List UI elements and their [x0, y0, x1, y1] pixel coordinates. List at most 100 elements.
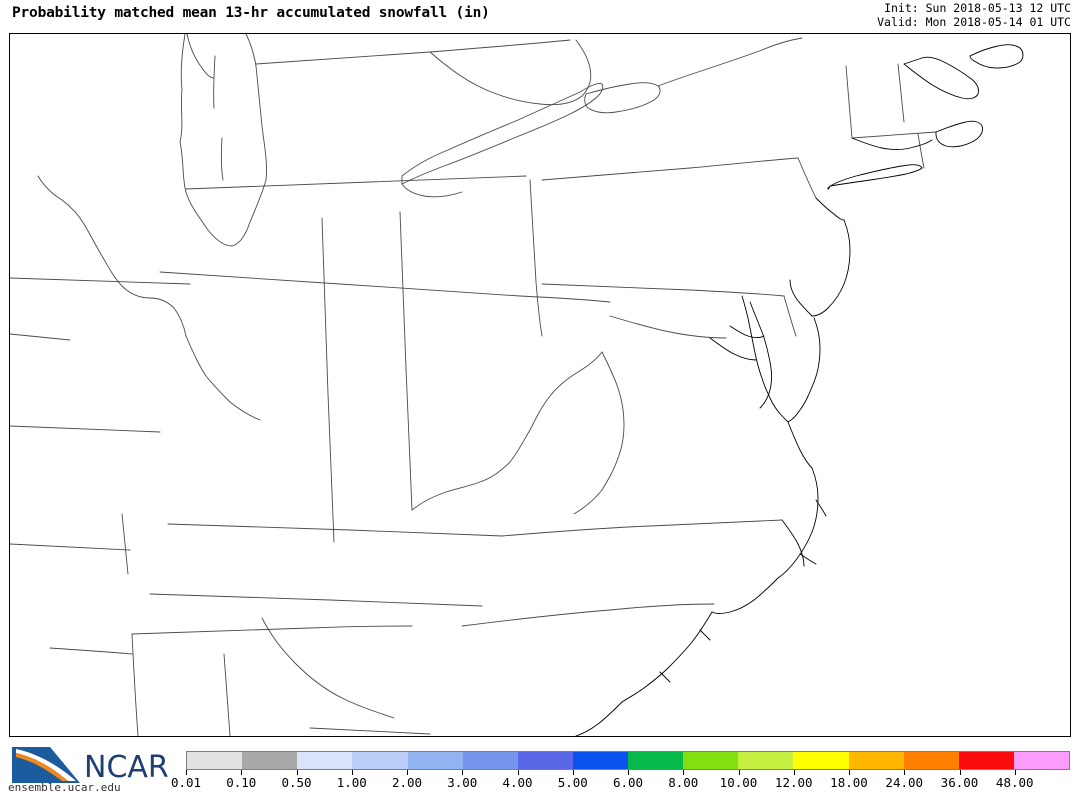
state-border-nc-sc	[461, 603, 715, 627]
colorbar-tick-label: 4.00	[502, 775, 533, 790]
state-border-la-ms	[49, 647, 133, 655]
colorbar-tick	[517, 770, 519, 775]
state-border-ma-ct	[851, 131, 937, 139]
state-border-in-oh	[399, 211, 413, 511]
colorbar-tick-label: 0.10	[226, 775, 257, 790]
coastline-ga	[575, 701, 623, 736]
colorbar-tick-label: 0.50	[281, 775, 312, 790]
logo-swoosh-white	[16, 749, 76, 781]
state-border-ny-pa	[541, 157, 799, 181]
lake-erie-south-shore	[401, 183, 463, 198]
colorbar-tick-label: 48.00	[995, 775, 1034, 790]
colorbar-swatch	[628, 752, 684, 769]
colorbar-tick	[462, 770, 464, 775]
colorbar-tick	[628, 770, 629, 775]
green-bay	[186, 34, 215, 79]
colorbar-tick-label: 12.00	[774, 775, 813, 790]
colorbar-swatch	[517, 752, 573, 769]
plot-footer: NCAR ensemble.ucar.edu 0.01 0.10 0.50 1.00 2…	[0, 737, 1080, 800]
state-border-ms-al-west	[131, 633, 139, 736]
coastline-sc	[621, 611, 713, 703]
page-title: Probability matched mean 13-hr accumulat…	[12, 5, 490, 21]
colorbar-tick	[241, 770, 243, 775]
state-border-tn-ar	[121, 513, 129, 575]
colorbar-tick-label: 1.00	[336, 775, 367, 790]
state-border-wv-va	[573, 351, 625, 515]
coastline-nc-sounds	[781, 519, 805, 567]
state-border-ga-al	[223, 653, 231, 736]
state-border-mn-wi	[37, 175, 187, 337]
state-border-tn-al-ms	[131, 625, 413, 635]
state-border-il-in	[321, 217, 335, 543]
colorbar-swatch	[958, 752, 1014, 769]
colorbar-tick-label: 0.01	[170, 775, 202, 790]
colorbar-tick-label: 6.00	[612, 775, 644, 790]
coastline-sc-islands	[699, 629, 711, 641]
colorbar-labels: 0.01 0.10 0.50 1.00 2.00 3.00 4.00 5.00 6.00 8.00…	[171, 775, 1070, 793]
state-border-vt-nh	[897, 63, 905, 123]
colorbar-swatch	[683, 752, 739, 769]
colorbar-tick-label: 36.00	[940, 775, 979, 790]
colorbar[interactable]	[186, 751, 1070, 770]
state-border-ny-vt-nh	[845, 65, 853, 139]
valid-time-label: Valid: Mon 2018-05-14 01 UTC	[877, 15, 1071, 29]
state-border-wi-il	[159, 271, 611, 303]
state-border-wv	[411, 351, 603, 511]
coastline-va-east	[787, 421, 813, 469]
colorbar-tick	[296, 770, 298, 775]
colorbar-swatch	[187, 752, 243, 769]
chesapeake-bay-inner	[749, 301, 772, 409]
colorbar-tick	[572, 770, 574, 775]
colorbar-swatch	[407, 752, 463, 769]
potomac-river	[709, 337, 757, 361]
model-run-times: Init: Sun 2018-05-13 12 UTC Valid: Mon 2…	[877, 1, 1071, 29]
coastline-new-england	[903, 56, 979, 100]
colorbar-tick	[683, 770, 685, 775]
map-panel[interactable]	[9, 33, 1071, 737]
chesapeake-bay-tributaries	[729, 325, 765, 338]
colorbar-swatch	[793, 752, 849, 769]
colorbar-ticks	[186, 770, 1070, 775]
colorbar-swatch	[297, 752, 353, 769]
state-border-ky-tn	[167, 523, 503, 537]
ncar-logo[interactable]: NCAR	[6, 743, 174, 795]
coastline-nc-south	[711, 577, 779, 614]
map-geography	[10, 34, 1024, 736]
state-border-va-md-east	[783, 295, 797, 337]
state-border-md-va-wv	[609, 315, 727, 339]
colorbar-tick-label: 18.00	[830, 775, 868, 790]
coastline-cape-cod	[935, 120, 983, 148]
colorbar-tick	[793, 770, 795, 775]
init-time-label: Init: Sun 2018-05-13 12 UTC	[884, 1, 1071, 15]
colorbar-swatch	[352, 752, 408, 769]
northern-boundary	[255, 39, 571, 65]
coastline-long-island	[827, 164, 923, 190]
lake-michigan-inner-2	[220, 137, 224, 181]
colorbar-tick-label: 10.00	[719, 775, 758, 790]
colorbar-swatch	[462, 752, 518, 769]
state-border-mo-ar	[10, 425, 161, 433]
logo-url-text: ensemble.ucar.edu	[8, 781, 121, 794]
colorbar-tick	[904, 770, 906, 775]
colorbar-tick-label: 5.00	[557, 775, 588, 790]
coastline-nc-outer-banks	[777, 467, 819, 579]
lake-huron	[429, 39, 592, 106]
coastline-nj	[811, 219, 851, 317]
colorbar-tick	[738, 770, 740, 775]
coastline-massachusetts	[851, 137, 933, 150]
colorbar-tick-label: 2.00	[391, 775, 423, 790]
coastline-nc-cape-lookout	[799, 553, 817, 565]
colorbar-tick	[959, 770, 961, 775]
plot-header: Probability matched mean 13-hr accumulat…	[0, 0, 1080, 33]
colorbar-tick	[186, 770, 187, 775]
lake-michigan	[179, 34, 267, 247]
logo-swoosh-orange	[16, 753, 68, 781]
coastline-ga-islands	[659, 671, 671, 683]
coastline-chesapeake-west	[741, 295, 789, 423]
colorbar-tick	[407, 770, 408, 775]
colorbar-swatch	[242, 752, 298, 769]
coastline-ny-harbor	[815, 197, 845, 221]
colorbar-swatch	[738, 752, 794, 769]
coastline-delmarva-east	[787, 317, 821, 423]
colorbar-swatch	[572, 752, 628, 769]
